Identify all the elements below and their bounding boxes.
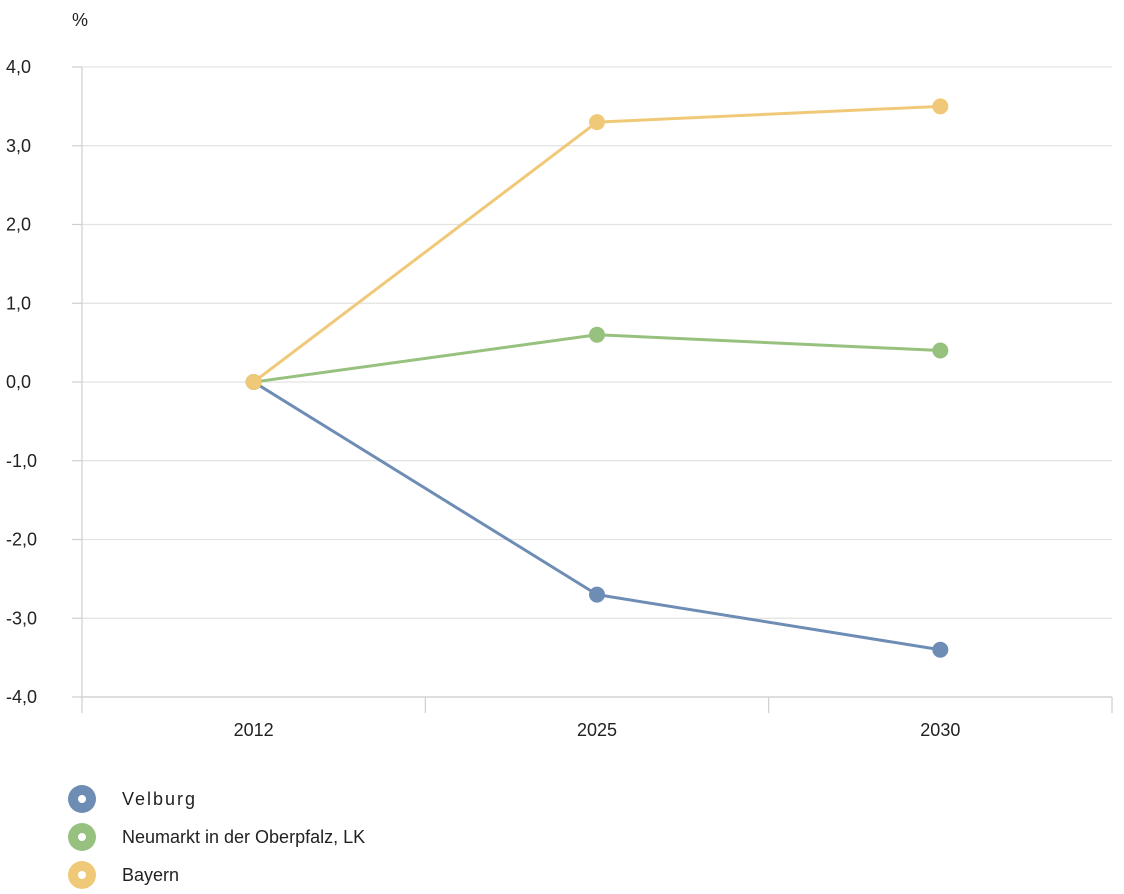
legend-marker-neumarkt — [68, 823, 96, 851]
data-point — [245, 374, 262, 390]
x-tick-label: 2030 — [920, 720, 960, 740]
data-point — [589, 586, 605, 603]
line-chart: % 4,0 3,0 2,0 1,0 0,0 -1,0 -2,0 -3,0 -4,0 2012 202… — [6, 10, 1113, 740]
y-tick-label: 2,0 — [6, 215, 31, 235]
y-tick-label: 0,0 — [6, 372, 31, 392]
y-tick-label: -1,0 — [6, 451, 37, 471]
legend-item-velburg[interactable]: Velburg — [68, 780, 1068, 818]
series-lines — [252, 104, 942, 652]
data-point — [932, 342, 949, 359]
y-tick-label: 3,0 — [6, 136, 31, 156]
legend-marker-bayern — [68, 861, 96, 889]
legend-item-neumarkt[interactable]: Neumarkt in der Oberpfalz, LK — [68, 818, 1068, 856]
y-axis-unit-label: % — [72, 10, 88, 30]
y-tick-label: -3,0 — [6, 608, 37, 628]
x-tick-label: 2012 — [234, 720, 274, 740]
legend-item-bayern[interactable]: Bayern — [68, 856, 1068, 894]
legend-marker-velburg — [68, 785, 96, 813]
tick-labels: 4,0 3,0 2,0 1,0 0,0 -1,0 -2,0 -3,0 -4,0 2012 2025 2… — [6, 57, 960, 740]
legend-label: Velburg — [122, 788, 198, 809]
data-point — [932, 98, 949, 115]
y-tick-label: 1,0 — [6, 293, 31, 313]
legend-label: Neumarkt in der Oberpfalz, LK — [122, 826, 366, 847]
y-tick-label: -2,0 — [6, 530, 37, 550]
data-point — [932, 641, 949, 658]
legend-label: Bayern — [122, 864, 180, 885]
y-tick-label: -4,0 — [6, 687, 37, 707]
data-point — [589, 114, 605, 131]
legend: Velburg Neumarkt in der Oberpfalz, LK Ba… — [68, 780, 1068, 894]
data-points — [245, 98, 949, 658]
data-point — [589, 326, 605, 343]
axes — [72, 66, 1113, 713]
x-tick-label: 2025 — [577, 720, 617, 740]
y-tick-label: 4,0 — [6, 57, 31, 77]
series-line — [252, 380, 942, 652]
